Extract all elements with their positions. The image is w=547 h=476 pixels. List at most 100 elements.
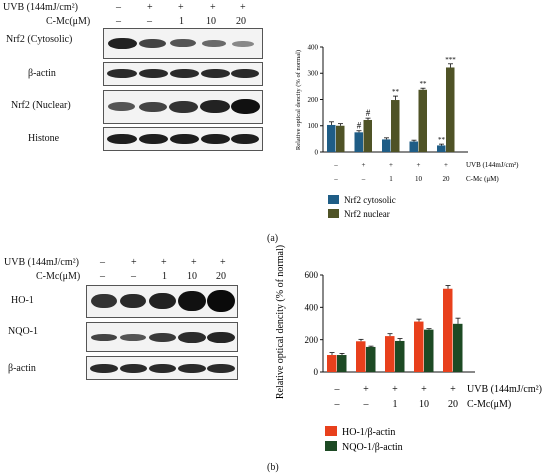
row-cmc-value: – [363,399,370,410]
bar-nqo-1-actin [366,346,376,372]
significance-mark: ** [420,80,428,88]
blot-strip-beta-actin [103,62,263,86]
panel-b-uvb-sign: + [191,257,197,268]
blot-label-nrf2-nuclear: Nrf2 (Nuclear) [11,100,71,111]
panel-b-cmc-value: 10 [187,271,197,282]
row-uvb-sign: – [334,384,341,395]
row-cmc-value: 10 [415,175,423,183]
panel-a-cmc-value: – [147,16,152,27]
bar-ho-1-actin [443,288,453,372]
chart-a-legend: Nrf2 cytosolic Nrf2 nuclear [328,195,396,219]
panel-a-cmc-value: – [116,16,121,27]
legend-label-ho1: HO-1/β-actin [342,427,395,438]
row-uvb-sign: + [392,384,398,395]
blot-strip-nrf2-cytosolic [103,28,263,59]
chart-b-y-axis-label: Relative optical dencity (% of normal) [275,245,286,399]
panel-b-uvb-sign: + [220,257,226,268]
panel-a-uvb-sign: + [147,2,153,13]
chart-b-legend: HO-1/β-actin NQO-1/β-actin [325,426,403,453]
bar-nqo-1-actin [395,340,405,372]
row-uvb-sign: + [450,384,456,395]
bar-nqo-1-actin [453,323,463,372]
row-cmc-value: 20 [443,175,451,183]
row-cmc-value: 1 [389,175,393,183]
bar-nrf2-cytosolic [437,145,446,152]
panel-a-uvb-sign: + [240,2,246,13]
bar-ho-1-actin [356,341,366,372]
row-uvb-sign: + [421,384,427,395]
row-uvb-label: UVB (144mJ/cm²) [466,161,519,169]
blot-label-ho1: HO-1 [11,295,34,306]
blot-label-histone: Histone [28,133,60,144]
bar-ho-1-actin [385,336,395,372]
y-tick-label: 400 [305,302,319,312]
blot-strip-nqo1 [86,322,238,352]
panel-b-cmc-value: 1 [162,271,167,282]
panel-a-uvb-sign: + [178,2,184,13]
y-tick-label: 0 [315,148,319,156]
row-uvb-sign: + [417,161,421,169]
row-cmc-value: – [333,175,338,183]
caption-panel-b: (b) [267,462,279,473]
bar-nrf2-cytosolic [327,124,336,152]
legend-swatch-nqo1 [325,441,337,451]
row-cmc-value: – [334,399,341,410]
panel-a-uvb-sign: + [210,2,216,13]
bar-ho-1-actin [414,321,424,372]
row-cmc-label: C-Mc(μM) [467,399,511,410]
legend-label-nrf2-cytosolic: Nrf2 cytosolic [344,195,396,205]
panel-a-cmc-value: 1 [179,16,184,27]
legend-swatch-nrf2-nuclear [328,209,339,218]
panel-b-cmc-value: 20 [216,271,226,282]
bar-nrf2-nuclear [363,119,372,152]
legend-label-nqo1: NQO-1/β-actin [342,442,403,453]
row-cmc-value: 1 [393,399,398,410]
blot-label-beta-actin-b: β-actin [8,363,36,374]
bar-ho-1-actin [327,355,337,372]
panel-b-cmc-value: – [100,271,105,282]
significance-mark: ** [438,136,446,144]
blot-strip-nrf2-nuclear [103,90,263,124]
row-uvb-sign: + [363,384,369,395]
row-uvb-sign: + [444,161,448,169]
panel-a-cmc-value: 20 [236,16,246,27]
blot-label-beta-actin: β-actin [28,68,56,79]
panel-b-uvb-header: UVB (144mJ/cm²) [4,257,79,268]
bar-nrf2-nuclear [391,100,400,152]
y-tick-label: 200 [308,96,319,104]
row-cmc-value: – [361,175,366,183]
blot-strip-histone [103,127,263,151]
bar-nrf2-cytosolic [409,141,418,152]
significance-mark: # [366,108,371,118]
significance-mark: # [357,121,362,131]
bar-nrf2-nuclear [418,89,427,152]
y-tick-label: 600 [305,270,319,280]
blot-label-nqo1: NQO-1 [8,326,38,337]
bar-nqo-1-actin [337,355,347,372]
bar-nrf2-nuclear [446,67,455,152]
row-uvb-sign: – [333,161,338,169]
panel-a-uvb-header: UVB (144mJ/cm²) [3,2,78,13]
row-uvb-label: UVB (144mJ/cm²) [467,384,542,395]
significance-mark: *** [445,56,456,64]
panel-b-uvb-sign: + [161,257,167,268]
row-cmc-label: C-Mc (μM) [466,175,499,183]
caption-panel-a: (a) [267,233,279,244]
chart-a-y-axis-label: Relative optical dencity (% of normal) [295,50,302,150]
row-cmc-value: 10 [419,399,429,410]
y-tick-label: 100 [308,122,319,130]
blot-strip-beta-actin-b [86,356,238,380]
row-uvb-sign: + [389,161,393,169]
bar-nqo-1-actin [424,329,434,372]
panel-a-cmc-header: C-Mc(μM) [46,16,91,27]
blot-label-nrf2-cytosolic: Nrf2 (Cytosolic) [6,34,73,45]
bar-nrf2-cytosolic [382,139,391,152]
y-tick-label: 0 [314,367,319,377]
y-tick-label: 300 [308,70,319,78]
panel-b-cmc-header: C-Mc(μM) [36,271,81,282]
panel-b-uvb-sign: – [100,257,105,268]
legend-label-nrf2-nuclear: Nrf2 nuclear [344,209,390,219]
panel-b-cmc-value: – [131,271,136,282]
